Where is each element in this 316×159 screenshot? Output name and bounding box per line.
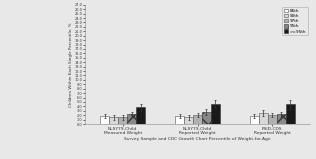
Bar <box>202 112 211 124</box>
Bar <box>118 117 127 124</box>
Legend: 85th, 90th, 97th, 95th, >=95th: 85th, 90th, 97th, 95th, >=95th <box>282 7 307 35</box>
Bar <box>100 116 109 124</box>
Bar <box>175 116 184 124</box>
Bar <box>250 116 259 124</box>
Bar <box>136 107 145 124</box>
Bar <box>259 113 268 124</box>
Bar <box>277 114 286 124</box>
Bar <box>184 117 193 124</box>
Y-axis label: Children Within Each Single Percentile, %: Children Within Each Single Percentile, … <box>69 22 73 107</box>
Bar <box>268 115 277 124</box>
Bar <box>211 104 220 124</box>
X-axis label: Survey Sample and CDC Growth Chart Percentile of Weight-for-Age: Survey Sample and CDC Growth Chart Perce… <box>124 138 271 142</box>
Bar <box>286 104 295 124</box>
Bar <box>127 114 136 124</box>
Bar <box>193 115 202 124</box>
Bar <box>109 117 118 124</box>
